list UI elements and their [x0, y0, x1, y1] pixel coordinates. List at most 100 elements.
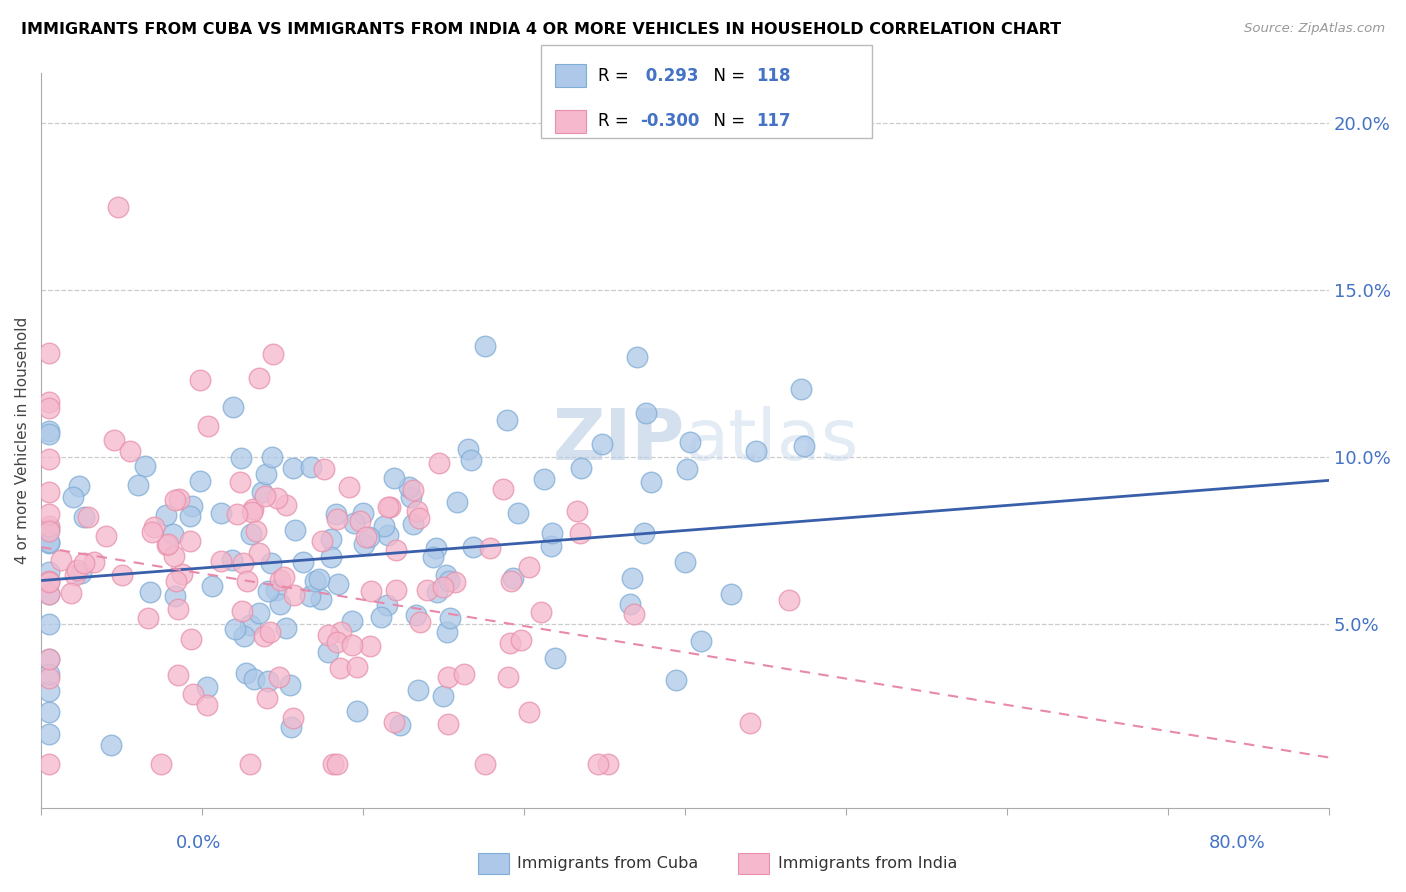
Point [354, 530, 377, 544]
Point [665, 673, 688, 687]
Point [474, 757, 496, 772]
Point [502, 571, 524, 585]
Point [170, 567, 193, 582]
Point [247, 371, 270, 385]
Point [201, 579, 224, 593]
Point [284, 523, 307, 537]
Text: 0.293: 0.293 [640, 67, 699, 85]
Text: -0.300: -0.300 [640, 112, 699, 130]
Point [38, 587, 60, 601]
Point [195, 698, 218, 712]
Text: Source: ZipAtlas.com: Source: ZipAtlas.com [1244, 22, 1385, 36]
Point [398, 480, 420, 494]
Point [62, 491, 84, 505]
Point [283, 711, 305, 725]
Point [240, 505, 263, 519]
Point [232, 628, 254, 642]
Point [141, 525, 163, 540]
Point [283, 460, 305, 475]
Point [222, 400, 245, 414]
Point [274, 498, 297, 512]
Point [626, 350, 648, 364]
Point [167, 601, 190, 615]
Point [38, 652, 60, 666]
Point [181, 500, 204, 514]
Point [269, 670, 291, 684]
Point [38, 427, 60, 442]
Point [38, 452, 60, 467]
Point [299, 460, 322, 475]
Text: ZIP: ZIP [553, 406, 685, 475]
Point [541, 525, 564, 540]
Point [382, 471, 405, 485]
Point [188, 475, 211, 489]
Point [492, 483, 515, 497]
Point [38, 345, 60, 359]
Point [242, 501, 264, 516]
Point [38, 401, 60, 415]
Point [134, 458, 156, 473]
Point [322, 757, 344, 772]
Point [623, 607, 645, 622]
Point [162, 527, 184, 541]
Point [179, 508, 201, 523]
Point [103, 434, 125, 448]
Point [180, 632, 202, 646]
Point [318, 645, 340, 659]
Point [598, 757, 620, 772]
Point [250, 484, 273, 499]
Point [377, 500, 399, 514]
Point [517, 706, 540, 720]
Point [530, 606, 553, 620]
Point [221, 553, 243, 567]
Point [375, 599, 398, 613]
Point [143, 520, 166, 534]
Point [225, 507, 247, 521]
Point [360, 584, 382, 599]
Text: R =: R = [598, 112, 634, 130]
Point [280, 720, 302, 734]
Point [38, 757, 60, 772]
Point [209, 506, 232, 520]
Point [675, 462, 697, 476]
Point [673, 555, 696, 569]
Point [239, 757, 262, 772]
Point [311, 533, 333, 548]
Point [444, 574, 467, 589]
Point [231, 604, 253, 618]
Point [517, 560, 540, 574]
Point [405, 607, 427, 622]
Point [38, 574, 60, 588]
Point [73, 510, 96, 524]
Point [163, 492, 186, 507]
Point [262, 347, 284, 361]
Point [38, 519, 60, 533]
Text: Immigrants from Cuba: Immigrants from Cuba [517, 856, 699, 871]
Point [167, 668, 190, 682]
Point [432, 689, 454, 703]
Point [118, 443, 141, 458]
Point [426, 584, 449, 599]
Point [474, 339, 496, 353]
Point [591, 437, 613, 451]
Point [340, 638, 363, 652]
Point [620, 571, 643, 585]
Point [165, 574, 187, 589]
Point [434, 568, 457, 582]
Point [778, 592, 800, 607]
Point [278, 678, 301, 692]
Point [38, 424, 60, 438]
Point [38, 484, 60, 499]
Point [436, 624, 458, 639]
Point [256, 691, 278, 706]
Point [38, 683, 60, 698]
Point [312, 462, 335, 476]
Point [389, 718, 412, 732]
Point [266, 491, 288, 505]
Point [619, 598, 641, 612]
Point [689, 634, 711, 648]
Point [399, 491, 422, 505]
Point [38, 536, 60, 550]
Point [744, 443, 766, 458]
Point [378, 500, 401, 514]
